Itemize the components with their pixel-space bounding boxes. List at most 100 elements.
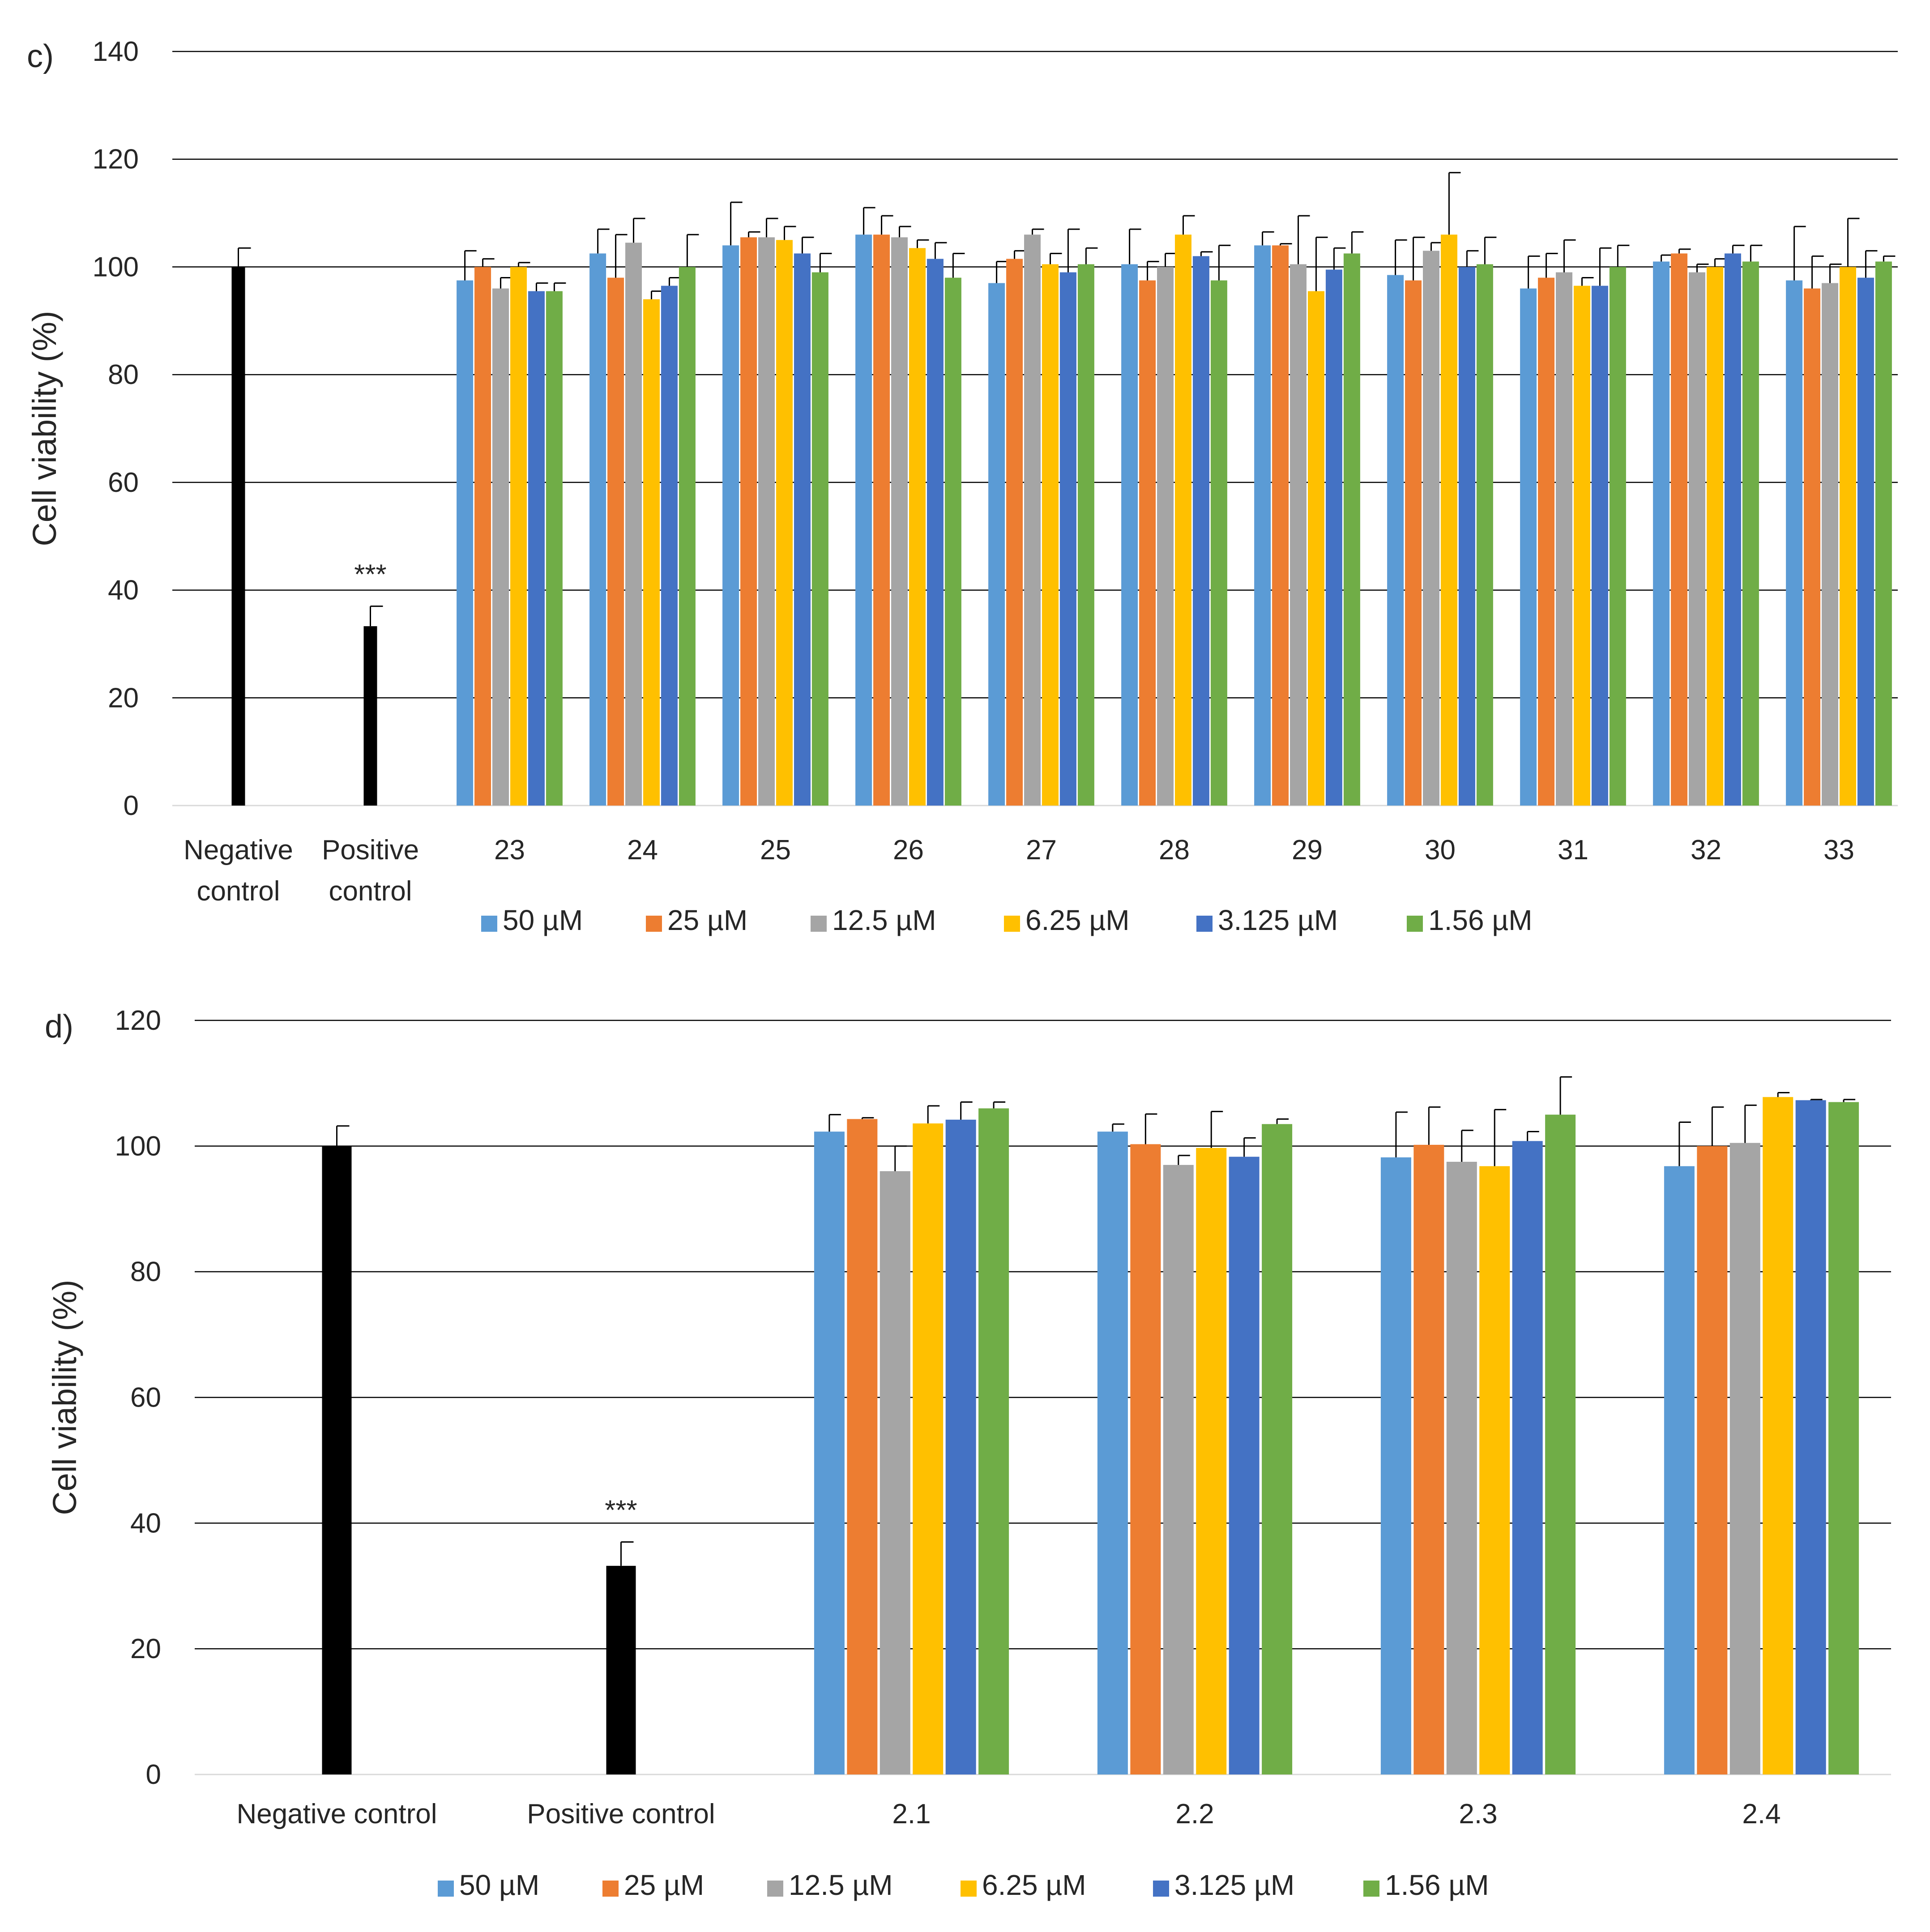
data-bar [978, 1108, 1009, 1774]
control-bar [231, 267, 245, 806]
y-tick-label: 20 [130, 1633, 161, 1664]
x-category-label: 2.2 [1175, 1799, 1214, 1830]
y-tick-label: 40 [130, 1508, 161, 1539]
y-tick-label: 100 [115, 1131, 161, 1162]
data-bar [1795, 1100, 1826, 1774]
x-category-label: Negative [184, 835, 293, 866]
legend-label: 50 µM [459, 1869, 539, 1901]
x-category-label: Positive control [527, 1799, 715, 1830]
data-bar [1458, 267, 1475, 806]
data-bar [1556, 272, 1573, 806]
data-bar [855, 235, 872, 806]
data-bar [492, 288, 509, 806]
data-bar [1591, 286, 1608, 806]
data-bar [1343, 253, 1360, 806]
panel-label: c) [27, 38, 54, 74]
legend-label: 50 µM [503, 904, 583, 936]
data-bar [1804, 288, 1821, 806]
data-bar [1828, 1102, 1859, 1774]
y-tick-label: 0 [146, 1759, 161, 1790]
x-category-label: 25 [760, 835, 791, 866]
data-bar [776, 240, 793, 806]
x-category-label: 23 [494, 835, 525, 866]
legend-swatch [961, 1881, 977, 1897]
data-bar [1229, 1156, 1260, 1774]
x-category-label: control [196, 876, 280, 907]
data-bar [607, 277, 624, 806]
data-bar [1512, 1141, 1543, 1774]
legend-label: 3.125 µM [1174, 1869, 1294, 1901]
data-bar [1697, 1146, 1728, 1774]
control-bar [322, 1146, 352, 1774]
data-bar [1875, 261, 1892, 806]
y-tick-label: 60 [130, 1382, 161, 1413]
data-bar [1097, 1131, 1128, 1774]
data-bar [880, 1171, 910, 1774]
data-bar [1196, 1148, 1227, 1774]
legend-label: 6.25 µM [1025, 904, 1130, 936]
data-bar [1192, 256, 1209, 806]
data-bar [1724, 253, 1741, 806]
x-category-label: 31 [1558, 835, 1588, 866]
legend-swatch [1004, 916, 1020, 932]
data-bar [1476, 264, 1493, 806]
x-category-label: 26 [893, 835, 924, 866]
significance-marker: *** [354, 559, 386, 590]
legend-swatch [481, 916, 497, 932]
data-bar [1545, 1114, 1576, 1774]
y-tick-label: 80 [108, 359, 139, 390]
x-category-label: 27 [1026, 835, 1057, 866]
data-bar [1290, 264, 1307, 806]
legend-label: 12.5 µM [789, 1869, 893, 1901]
x-category-label: 2.3 [1459, 1799, 1497, 1830]
data-bar [1405, 280, 1422, 806]
data-bar [1763, 1097, 1793, 1774]
legend-label: 3.125 µM [1218, 904, 1338, 936]
legend-swatch [1196, 916, 1213, 932]
data-bar [1130, 1144, 1161, 1774]
data-bar [944, 277, 961, 806]
x-category-label: 28 [1159, 835, 1190, 866]
data-bar [927, 259, 944, 806]
control-bar [606, 1565, 636, 1774]
data-bar [1042, 264, 1059, 806]
data-bar [1839, 267, 1856, 806]
y-tick-label: 100 [93, 252, 139, 282]
data-bar [474, 267, 491, 806]
significance-marker: *** [605, 1495, 637, 1526]
data-bar [1689, 272, 1706, 806]
x-category-label: 32 [1691, 835, 1721, 866]
legend-swatch [1153, 1881, 1169, 1897]
data-bar [794, 253, 811, 806]
y-tick-label: 80 [130, 1257, 161, 1288]
y-axis-title: Cell viability (%) [26, 311, 63, 546]
data-bar [1157, 267, 1174, 806]
data-bar [1742, 261, 1759, 806]
y-tick-label: 60 [108, 467, 139, 498]
data-bar [1609, 267, 1626, 806]
legend-label: 1.56 µM [1428, 904, 1533, 936]
data-bar [546, 291, 563, 806]
y-tick-label: 120 [93, 144, 139, 175]
x-category-label: 2.1 [892, 1799, 931, 1830]
chart-panel-d: d) Cell viability (%) 0 20 40 60 80 100 120 Negat… [45, 1005, 1891, 1901]
x-category-label: Negative control [236, 1799, 437, 1830]
x-category-label: control [329, 876, 412, 907]
data-bar [1387, 275, 1404, 806]
data-bar [1262, 1124, 1293, 1774]
data-bar [625, 243, 642, 806]
data-bar [1272, 245, 1289, 806]
x-category-label: 24 [627, 835, 658, 866]
panel-label: d) [45, 1009, 73, 1045]
x-category-label: 2.4 [1742, 1799, 1781, 1830]
data-bar [1024, 235, 1041, 806]
data-bar [1307, 291, 1324, 806]
data-bar [1423, 251, 1440, 806]
data-bar [1653, 261, 1670, 806]
data-bar [1729, 1143, 1760, 1774]
data-bar [1413, 1145, 1444, 1774]
data-bar [873, 235, 890, 806]
y-tick-label: 20 [108, 682, 139, 713]
data-bar [1163, 1164, 1194, 1774]
data-bar [1325, 269, 1342, 806]
